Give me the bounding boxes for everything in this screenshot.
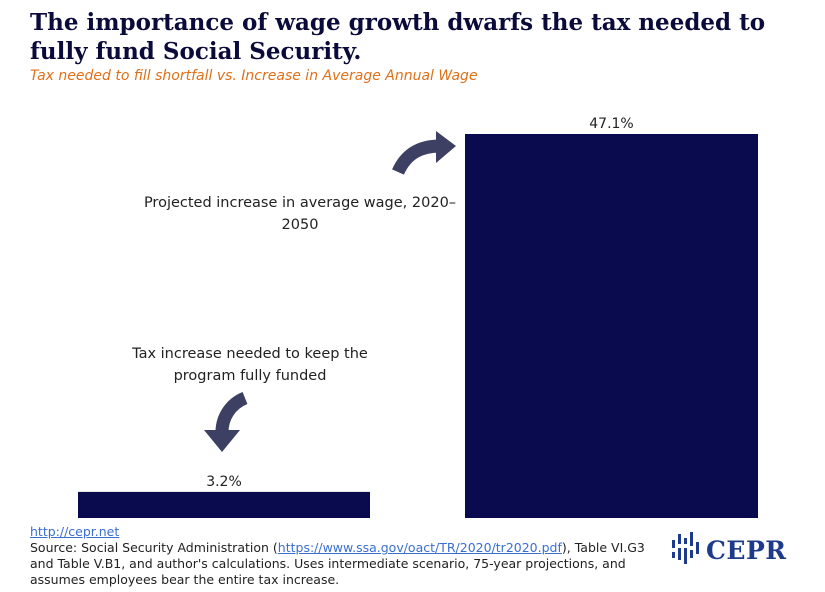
source-prefix: Source: Social Security Administration ( xyxy=(30,540,278,555)
annotation-wage: Projected increase in average wage, 2020… xyxy=(143,195,457,233)
cepr-logo: CEPR xyxy=(670,530,787,570)
arrow-to-tax-bar-head-icon xyxy=(204,430,240,452)
cepr-logo-text: CEPR xyxy=(706,535,787,565)
arrow-to-wage-bar-head-icon xyxy=(436,131,456,163)
bar-1 xyxy=(465,134,758,518)
bar-value-label-0: 3.2% xyxy=(206,474,242,490)
source-suffix: ), Table VI.G3 and Table V.B1, and autho… xyxy=(30,540,645,587)
bar-value-label-1: 47.1% xyxy=(589,116,633,132)
source-url-link[interactable]: https://www.ssa.gov/oact/TR/2020/tr2020.… xyxy=(277,540,562,555)
arrow-to-wage-bar-icon xyxy=(392,139,441,175)
bar-0 xyxy=(78,491,370,518)
cepr-bars-icon xyxy=(672,532,699,564)
source-note: Source: Social Security Administration (… xyxy=(30,540,650,588)
annotation-tax: Tax increase needed to keep the program … xyxy=(132,346,368,384)
arrow-to-tax-bar-icon xyxy=(215,391,248,433)
cepr-link[interactable]: http://cepr.net xyxy=(30,524,120,539)
chart-subtitle: Tax needed to fill shortfall vs. Increas… xyxy=(30,68,478,84)
chart-title: The importance of wage growth dwarfs the… xyxy=(30,9,766,65)
